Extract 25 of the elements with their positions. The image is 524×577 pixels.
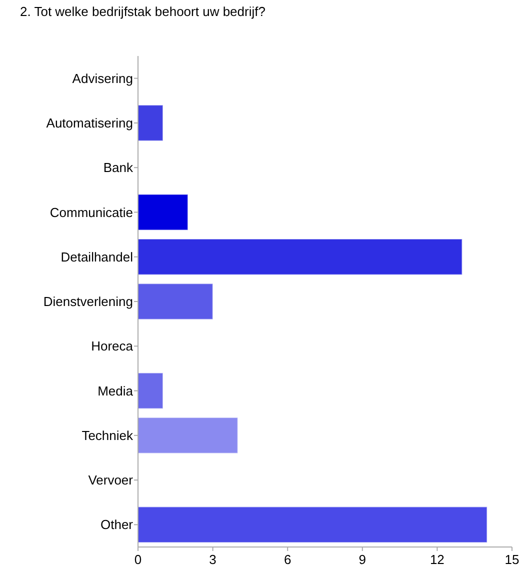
y-tick-label: Other <box>100 517 134 532</box>
x-tick-label: 9 <box>358 552 366 567</box>
bar <box>138 417 238 454</box>
y-tick-label: Horeca <box>91 338 134 354</box>
x-tick-label: 12 <box>430 552 444 567</box>
bar <box>138 238 463 276</box>
chart-title: 2. Tot welke bedrijfstak behoort uw bedrijf? <box>20 4 266 19</box>
y-tick-label: Advisering <box>72 70 133 86</box>
bar <box>138 283 214 320</box>
y-tick-label: Media <box>98 383 134 398</box>
bar <box>138 506 488 544</box>
y-tick-label: Techniek <box>82 428 134 443</box>
x-tick-label: 6 <box>284 552 292 567</box>
y-tick-label: Detailhandel <box>60 249 134 264</box>
bar <box>138 194 188 231</box>
bar <box>138 104 164 142</box>
x-tick-label: 15 <box>504 552 520 567</box>
y-tick-label: Vervoer <box>88 472 134 488</box>
x-tick-label: 3 <box>209 552 216 567</box>
y-tick-label: Communicatie <box>50 204 133 220</box>
y-tick-label: Bank <box>103 160 134 176</box>
y-tick-label: Dienstverlening <box>43 294 133 310</box>
x-tick-label: 0 <box>134 552 142 567</box>
bar <box>138 372 164 410</box>
y-tick-label: Automatisering <box>46 116 133 131</box>
